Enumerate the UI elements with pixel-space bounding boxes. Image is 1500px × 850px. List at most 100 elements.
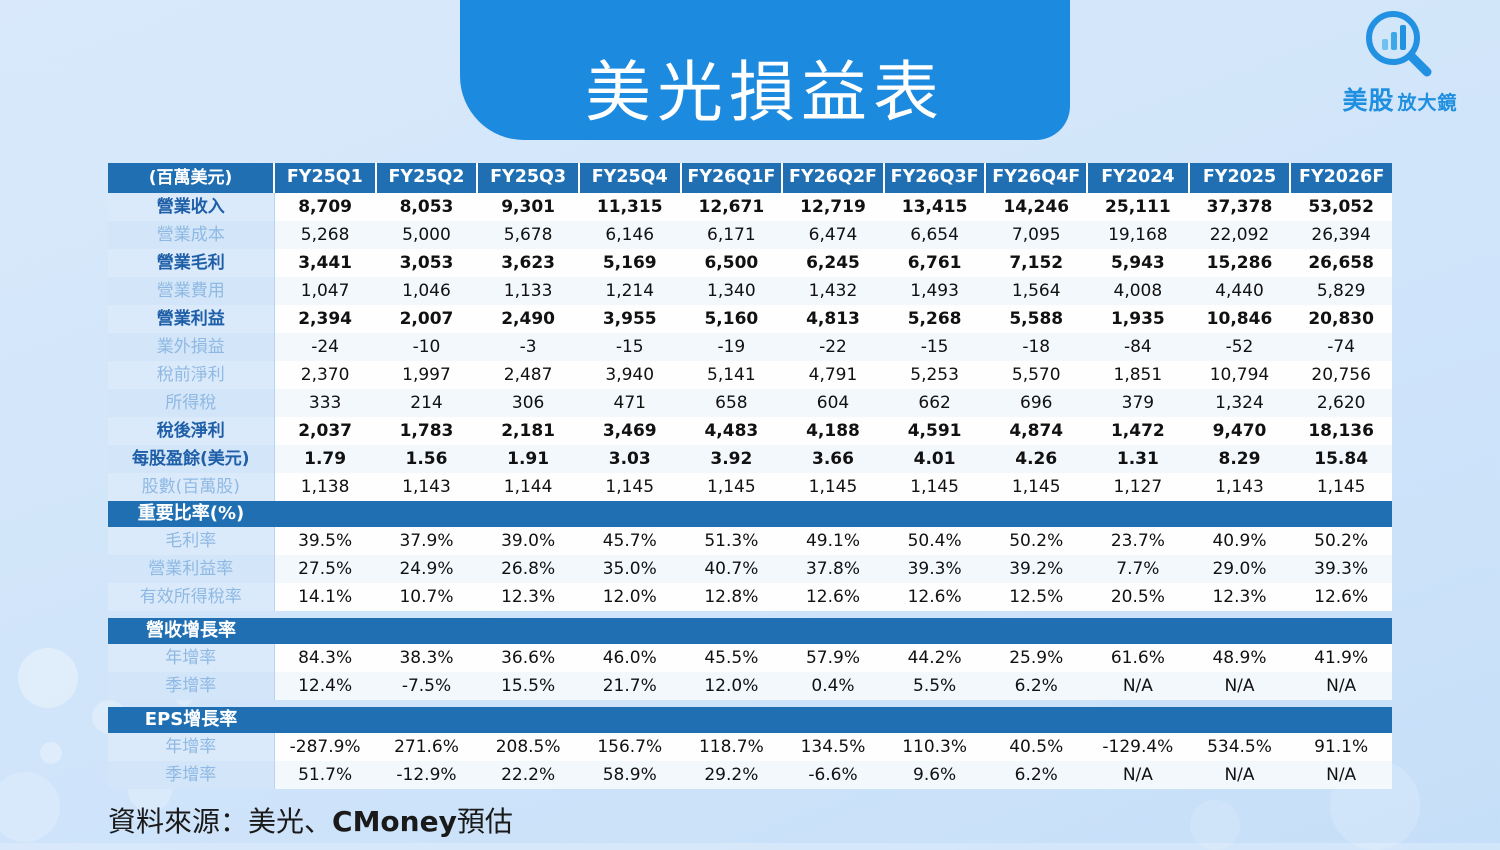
table-cell: 134.5% xyxy=(782,733,884,761)
table-cell: 1,997 xyxy=(375,361,478,389)
table-row: 營業利益 2,394 2,007 2,490 3,955 5,160 4,813 5,268 5… xyxy=(108,305,1392,333)
table-cell: 37.9% xyxy=(375,527,478,555)
table-cell: 22.2% xyxy=(477,761,579,789)
table-cell: 4,791 xyxy=(782,361,884,389)
table-cell: 20,830 xyxy=(1290,305,1392,333)
table-cell: 1,047 xyxy=(274,277,376,305)
table-cell: -19 xyxy=(680,333,783,361)
table-cell: 214 xyxy=(375,389,478,417)
table-cell: 12,719 xyxy=(782,193,884,221)
table-cell: 3,469 xyxy=(578,417,681,445)
table-cell: 8.29 xyxy=(1188,445,1291,473)
row-label: 股數(百萬股) xyxy=(108,473,275,501)
table-cell: 10.7% xyxy=(375,583,478,611)
magnifier-bar-chart-icon xyxy=(1366,11,1432,77)
table-cell: 7,095 xyxy=(985,221,1088,249)
table-cell: 471 xyxy=(578,389,681,417)
table-cell: 12.6% xyxy=(883,583,986,611)
table-cell: 9.6% xyxy=(883,761,986,789)
table-cell: 51.7% xyxy=(274,761,376,789)
table-cell: 1,127 xyxy=(1087,473,1189,501)
table-cell: 22,092 xyxy=(1188,221,1291,249)
table-cell: 1,935 xyxy=(1087,305,1189,333)
table-cell: 50.2% xyxy=(1290,527,1392,555)
table-cell: 84.3% xyxy=(274,644,376,672)
section-spacer xyxy=(108,611,1392,618)
table-cell: 15.5% xyxy=(477,672,579,700)
table-cell: 48.9% xyxy=(1188,644,1291,672)
table-cell: 39.5% xyxy=(274,527,376,555)
table-cell: 379 xyxy=(1087,389,1189,417)
row-label: 業外損益 xyxy=(108,333,275,361)
table-row: 營業收入 8,709 8,053 9,301 11,315 12,671 12,719 13,… xyxy=(108,193,1392,221)
table-cell: 3,940 xyxy=(578,361,681,389)
table-cell: 3,955 xyxy=(578,305,681,333)
row-label: 每股盈餘(美元) xyxy=(108,445,275,473)
table-cell: 1,145 xyxy=(680,473,783,501)
table-cell: 3.03 xyxy=(578,445,681,473)
source-suffix: 預估 xyxy=(456,805,513,838)
table-cell: 27.5% xyxy=(274,555,376,583)
table-cell: 44.2% xyxy=(883,644,986,672)
table-cell: 50.4% xyxy=(883,527,986,555)
table-cell: 1,145 xyxy=(883,473,986,501)
table-cell: 1,564 xyxy=(985,277,1088,305)
table-cell: 53,052 xyxy=(1290,193,1392,221)
table-cell: 2,620 xyxy=(1290,389,1392,417)
table-cell: 1,145 xyxy=(578,473,681,501)
table-cell: 3.92 xyxy=(680,445,783,473)
row-label: 營業毛利 xyxy=(108,249,275,277)
column-header: FY2025 xyxy=(1187,163,1292,193)
section-header-fill xyxy=(274,501,1392,527)
table-cell: 10,846 xyxy=(1188,305,1291,333)
table-cell: 25,111 xyxy=(1087,193,1189,221)
table-cell: 6,146 xyxy=(578,221,681,249)
table-cell: 1,324 xyxy=(1188,389,1291,417)
table-cell: 1,143 xyxy=(375,473,478,501)
row-label: 所得稅 xyxy=(108,389,275,417)
table-cell: 1,143 xyxy=(1188,473,1291,501)
section-header-row: 營收增長率 xyxy=(108,618,1392,644)
table-cell: 4,591 xyxy=(883,417,986,445)
table-cell: 9,301 xyxy=(477,193,579,221)
table-cell: 19,168 xyxy=(1087,221,1189,249)
table-cell: -18 xyxy=(985,333,1088,361)
table-cell: 12.3% xyxy=(1188,583,1291,611)
table-cell: 2,370 xyxy=(274,361,376,389)
table-cell: 1.56 xyxy=(375,445,478,473)
table-cell: 156.7% xyxy=(578,733,681,761)
table-cell: -74 xyxy=(1290,333,1392,361)
section-spacer-cell xyxy=(108,611,1392,618)
table-cell: 58.9% xyxy=(578,761,681,789)
table-cell: 2,037 xyxy=(274,417,376,445)
table-cell: 1.79 xyxy=(274,445,376,473)
table-cell: 1.31 xyxy=(1087,445,1189,473)
row-label: 稅後淨利 xyxy=(108,417,275,445)
table-cell: 57.9% xyxy=(782,644,884,672)
table-cell: 1,133 xyxy=(477,277,579,305)
brand-name-main: 美股 xyxy=(1342,86,1395,115)
table-cell: -6.6% xyxy=(782,761,884,789)
table-cell: 49.1% xyxy=(782,527,884,555)
column-header: FY2024 xyxy=(1086,163,1190,193)
table-cell: 6.2% xyxy=(985,761,1088,789)
table-row: 所得稅 333 214 306 471 658 604 662 696 379 1,324 2,620 xyxy=(108,389,1392,417)
table-cell: 5,000 xyxy=(375,221,478,249)
table-cell: 2,181 xyxy=(477,417,579,445)
table-row: 稅前淨利 2,370 1,997 2,487 3,940 5,141 4,791 5,253 5… xyxy=(108,361,1392,389)
table-cell: 7.7% xyxy=(1087,555,1189,583)
table-cell: 1,145 xyxy=(1290,473,1392,501)
brand-name: 美股 放大鏡 xyxy=(1342,81,1457,117)
table-cell: 25.9% xyxy=(985,644,1088,672)
bokeh-circle xyxy=(0,772,60,842)
table-cell: 4,874 xyxy=(985,417,1088,445)
table-cell: 5,943 xyxy=(1087,249,1189,277)
table-cell: 15.84 xyxy=(1290,445,1392,473)
table-cell: 39.3% xyxy=(883,555,986,583)
column-header: FY25Q3 xyxy=(476,163,580,193)
section-header-row: EPS增長率 xyxy=(108,707,1392,733)
table-cell: 333 xyxy=(274,389,376,417)
table-cell: 4,483 xyxy=(680,417,783,445)
table-cell: 118.7% xyxy=(680,733,783,761)
row-label: 年增率 xyxy=(108,644,275,672)
